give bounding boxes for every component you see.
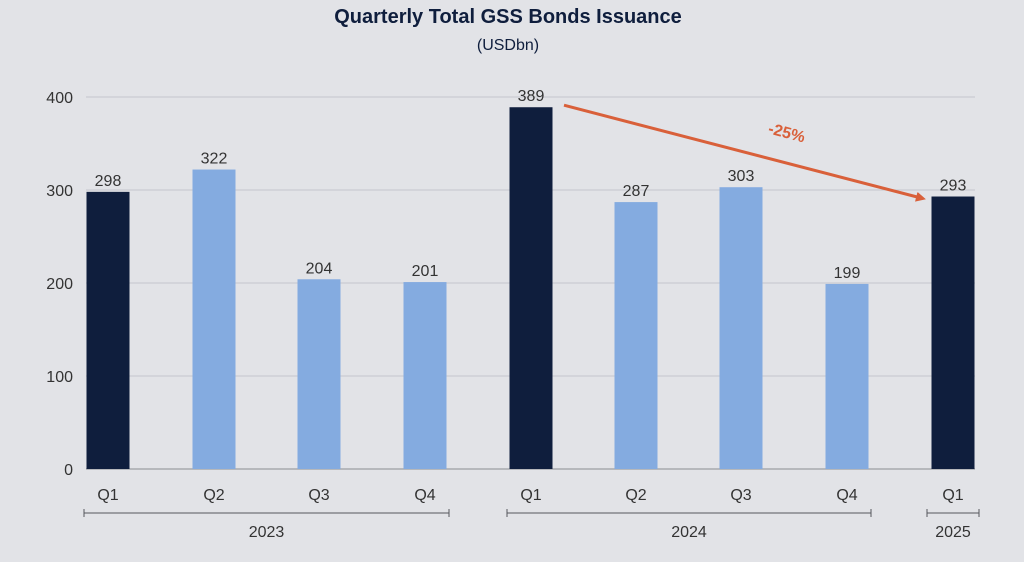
data-label: 287 <box>623 183 650 200</box>
data-label: 298 <box>95 173 122 190</box>
group-label: 2025 <box>935 524 971 541</box>
bar <box>297 279 341 469</box>
y-tick-label: 200 <box>46 276 73 293</box>
data-labels: 298 322 204 201 389 287 303 199 293 <box>95 88 967 282</box>
chart-title: Quarterly Total GSS Bonds Issuance <box>334 6 682 28</box>
category-label: Q2 <box>625 487 646 504</box>
bar <box>614 202 658 469</box>
data-label: 293 <box>940 178 967 195</box>
data-label: 389 <box>518 88 545 105</box>
category-label: Q4 <box>414 487 435 504</box>
data-label: 303 <box>728 168 755 185</box>
group-label: 2024 <box>671 524 707 541</box>
y-tick-label: 100 <box>46 369 73 386</box>
x-axis-categories: Q1 Q2 Q3 Q4 Q1 Q2 Q3 Q4 Q1 <box>97 487 963 504</box>
y-tick-label: 300 <box>46 183 73 200</box>
chart-subtitle: (USDbn) <box>477 37 539 54</box>
category-label: Q3 <box>308 487 329 504</box>
data-label: 204 <box>306 260 333 277</box>
category-label: Q1 <box>97 487 118 504</box>
trend-arrow <box>563 103 926 202</box>
bar <box>931 196 975 469</box>
bar <box>192 169 236 470</box>
bar <box>825 283 869 469</box>
category-label: Q1 <box>942 487 963 504</box>
bar <box>509 107 553 469</box>
category-label: Q2 <box>203 487 224 504</box>
bars <box>86 107 975 470</box>
bar <box>719 187 763 469</box>
bar <box>403 282 447 469</box>
category-label: Q4 <box>836 487 857 504</box>
group-label: 2023 <box>249 524 285 541</box>
y-tick-label: 400 <box>46 90 73 107</box>
data-label: 199 <box>834 265 861 282</box>
category-label: Q1 <box>520 487 541 504</box>
y-tick-label: 0 <box>64 462 73 479</box>
y-axis-ticks: 0 100 200 300 400 <box>46 90 73 479</box>
category-label: Q3 <box>730 487 751 504</box>
data-label: 322 <box>201 151 228 168</box>
year-groups: 2023 2024 2025 <box>83 509 980 541</box>
change-label: -25% <box>766 121 806 147</box>
bar <box>86 191 130 470</box>
data-label: 201 <box>412 263 439 280</box>
